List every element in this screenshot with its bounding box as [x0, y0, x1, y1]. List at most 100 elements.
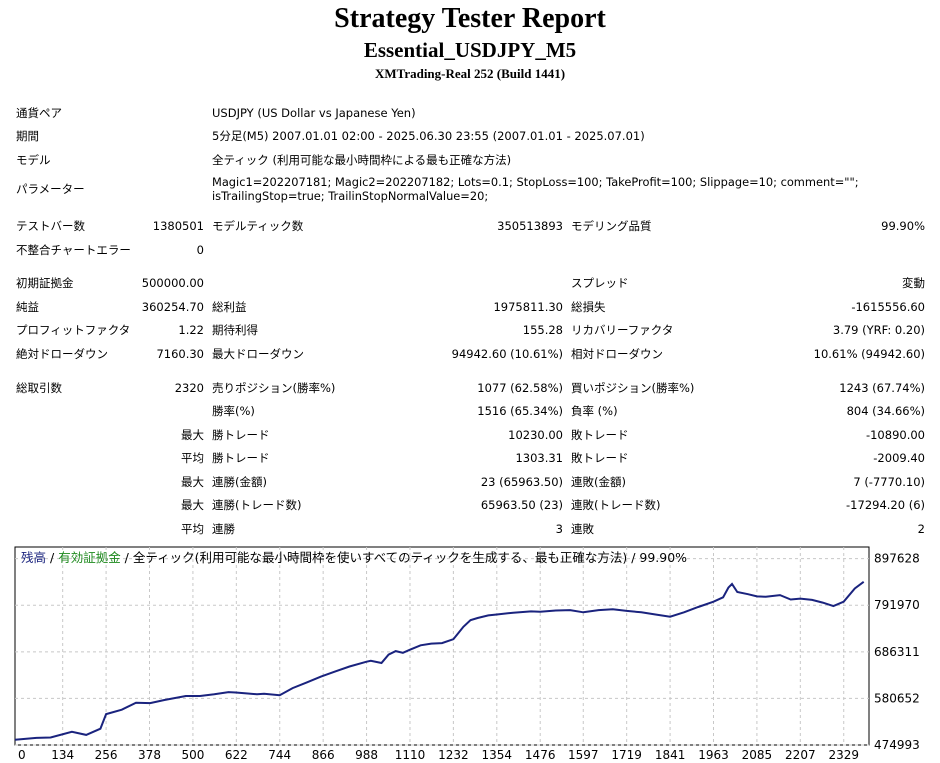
x-tick-label: 1232: [438, 748, 469, 762]
legend-balance: 残高: [21, 550, 46, 565]
balance-chart: 897628 791970 686311 580652 474993 0 134 256 37…: [14, 546, 920, 762]
average-label: 平均: [181, 522, 204, 536]
max-consecutive-loss-value: -17294.20 (6): [846, 498, 925, 512]
short-positions-label: 売りポジション(勝率%): [212, 381, 336, 395]
largest-win-value: 10230.00: [508, 428, 563, 442]
initial-deposit-label: 初期証拠金: [16, 276, 74, 290]
y-axis-ticks: 897628 791970 686311 580652 474993: [874, 552, 920, 752]
pair-label: 通貨ペア: [16, 106, 62, 120]
maximal-drawdown-label: 最大ドローダウン: [212, 347, 304, 361]
model-label: モデル: [16, 153, 51, 167]
initial-deposit-value: 500000.00: [141, 276, 204, 290]
test-bars-value: 1380501: [152, 219, 204, 233]
legend-description: / 全ティック(利用可能な最小時間枠を使いすべてのティックを生成する、最も正確な…: [121, 550, 687, 565]
largest-win-label: 勝トレード: [212, 428, 270, 442]
x-tick-label: 2085: [742, 748, 773, 762]
y-tick-label: 791970: [874, 598, 920, 612]
average-loss-value: -2009.40: [873, 451, 925, 465]
plot-area: [14, 546, 870, 746]
x-tick-label: 256: [95, 748, 118, 762]
chart-legend: 残高 / 有効証拠金 / 全ティック(利用可能な最小時間枠を使いすべてのティック…: [21, 550, 687, 565]
avg-consecutive-wins-value: 3: [555, 522, 563, 536]
avg-consecutive-losses-value: 2: [917, 522, 925, 536]
modeling-quality-value: 99.90%: [881, 219, 925, 233]
legend-separator: /: [46, 550, 58, 565]
server-build-label: XMTrading-Real 252 (Build 1441): [374, 66, 566, 81]
x-tick-label: 500: [181, 748, 204, 762]
average-loss-label: 敗トレード: [571, 451, 629, 465]
x-tick-label: 2207: [785, 748, 816, 762]
absolute-drawdown-value: 7160.30: [156, 347, 204, 361]
spread-label: スプレッド: [571, 276, 629, 290]
average-label: 平均: [181, 451, 204, 465]
max-label: 最大: [181, 428, 204, 442]
report-title: Strategy Tester Report: [334, 3, 606, 34]
total-trades-value: 2320: [174, 381, 204, 395]
pair-value: USDJPY (US Dollar vs Japanese Yen): [212, 106, 416, 120]
long-positions-label: 買いポジション(勝率%): [571, 381, 695, 395]
y-tick-label: 686311: [874, 645, 920, 659]
period-value: 5分足(M5) 2007.01.01 02:00 - 2025.06.30 23…: [212, 129, 645, 143]
x-tick-label: 378: [138, 748, 161, 762]
x-tick-label: 1963: [698, 748, 729, 762]
win-rate-value: 1516 (65.34%): [477, 404, 563, 418]
x-tick-label: 1110: [395, 748, 426, 762]
total-trades-label: 総取引数: [16, 381, 62, 395]
x-tick-label: 866: [312, 748, 335, 762]
max-consecutive-profit-value: 65963.50 (23): [480, 498, 563, 512]
expected-payoff-label: 期待利得: [212, 323, 258, 337]
largest-loss-value: -10890.00: [865, 428, 925, 442]
max-consecutive-losses-label: 連敗(金額): [571, 475, 626, 489]
gross-loss-label: 総損失: [571, 300, 606, 314]
largest-loss-label: 敗トレード: [571, 428, 629, 442]
test-bars-label: テストバー数: [16, 219, 85, 233]
max-consecutive-profit-label: 連勝(トレード数): [212, 498, 302, 512]
model-ticks-label: モデルティック数: [212, 219, 304, 233]
recovery-factor-value: 3.79 (YRF: 0.20): [832, 323, 925, 337]
max-consecutive-losses-value: 7 (-7770.10): [853, 475, 925, 489]
long-positions-value: 1243 (67.74%): [839, 381, 925, 395]
x-tick-label: 1597: [568, 748, 599, 762]
profit-factor-label: プロフィットファクタ: [16, 323, 131, 337]
relative-drawdown-label: 相対ドローダウン: [571, 347, 663, 361]
x-tick-label: 1841: [655, 748, 686, 762]
x-tick-label: 622: [225, 748, 248, 762]
max-consecutive-wins-label: 連勝(金額): [212, 475, 267, 489]
x-axis-ticks: 0 134 256 378 500 622 744 866 988 1110 1232 1354 147…: [18, 748, 859, 762]
maximal-drawdown-value: 94942.60 (10.61%): [451, 347, 563, 361]
average-win-label: 勝トレード: [212, 451, 270, 465]
parameters-label: パラメーター: [16, 182, 85, 196]
gross-loss-value: -1615556.60: [851, 300, 925, 314]
y-tick-label: 897628: [874, 552, 920, 566]
max-consecutive-loss-label: 連敗(トレード数): [571, 498, 661, 512]
x-tick-label: 1719: [611, 748, 642, 762]
spread-value: 変動: [902, 276, 925, 290]
recovery-factor-label: リカバリーファクタ: [571, 323, 674, 337]
parameters-value: Magic1=202207181; Magic2=202207182; Lots…: [212, 175, 859, 203]
short-positions-value: 1077 (62.58%): [477, 381, 563, 395]
y-tick-label: 474993: [874, 738, 920, 752]
x-tick-label: 744: [268, 748, 291, 762]
profit-factor-value: 1.22: [178, 323, 204, 337]
mismatch-errors-value: 0: [196, 243, 204, 257]
mismatch-errors-label: 不整合チャートエラー: [16, 243, 131, 257]
gross-profit-value: 1975811.30: [493, 300, 563, 314]
x-tick-label: 1476: [525, 748, 556, 762]
max-label: 最大: [181, 498, 204, 512]
loss-rate-value: 804 (34.66%): [846, 404, 925, 418]
chart-grid: [15, 547, 869, 746]
legend-equity: 有効証拠金: [58, 550, 121, 565]
balance-line: [14, 581, 865, 741]
x-tick-label: 0: [18, 748, 26, 762]
x-tick-label: 1354: [482, 748, 513, 762]
modeling-quality-label: モデリング品質: [571, 219, 652, 233]
avg-consecutive-losses-label: 連敗: [571, 522, 594, 536]
net-profit-value: 360254.70: [141, 300, 204, 314]
gross-profit-label: 総利益: [212, 300, 247, 314]
win-rate-label: 勝率(%): [212, 404, 255, 418]
max-consecutive-wins-value: 23 (65963.50): [480, 475, 563, 489]
avg-consecutive-wins-label: 連勝: [212, 522, 235, 536]
model-ticks-value: 350513893: [497, 219, 563, 233]
x-tick-label: 988: [355, 748, 378, 762]
expected-payoff-value: 155.28: [522, 323, 563, 337]
